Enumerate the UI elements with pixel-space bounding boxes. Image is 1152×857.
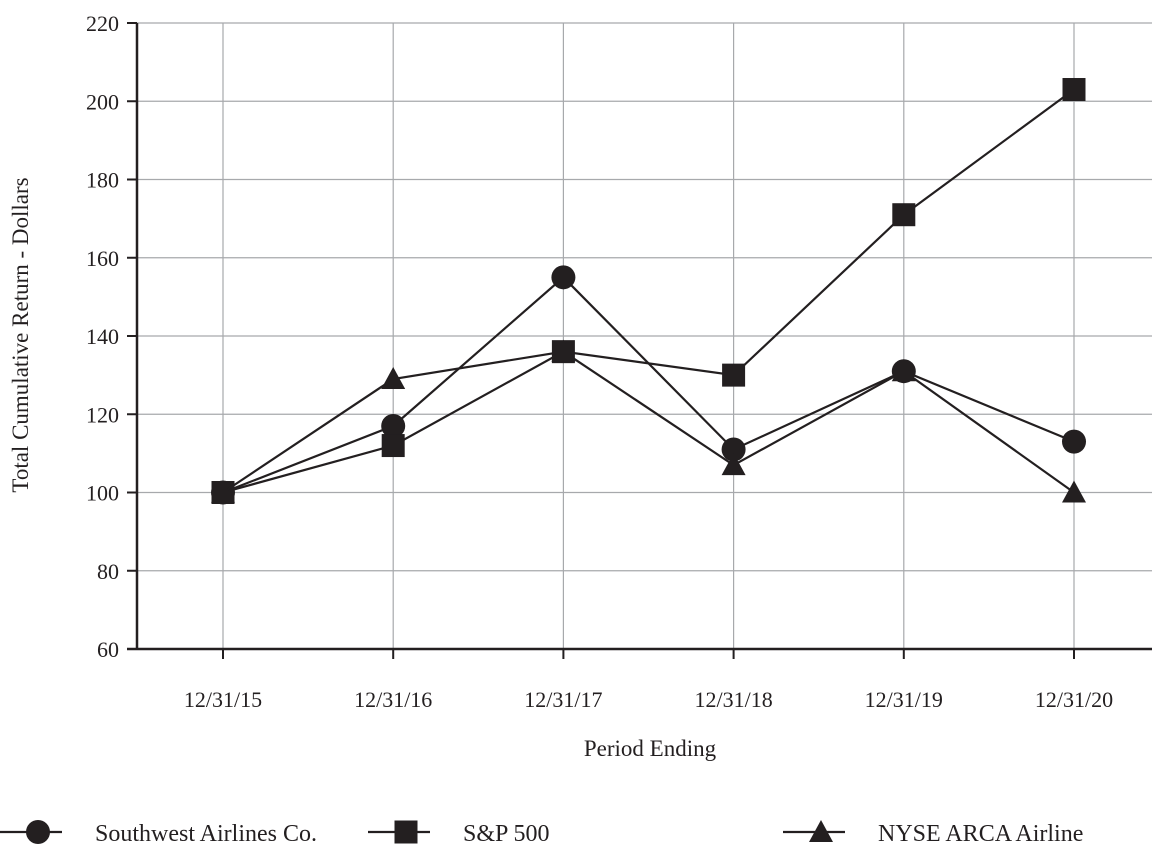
x-tick-label: 12/31/18 [694,687,772,712]
legend-square-marker [394,820,418,844]
circle-point [551,265,576,290]
y-tick-label: 180 [86,168,119,193]
x-tick-label: 12/31/16 [354,687,432,712]
y-tick-label: 140 [86,324,119,349]
triangle-point [1062,480,1086,503]
legend-label: NYSE ARCA Airline [878,821,1083,847]
triangle-point [551,339,576,362]
y-tick-label: 160 [86,246,119,271]
legend-item: Southwest Airlines Co. [0,820,317,847]
legend-label: S&P 500 [463,821,549,847]
x-tick-label: 12/31/19 [865,687,943,712]
y-tick-label: 80 [97,559,119,584]
series-line [222,350,1075,494]
triangle-point [721,453,746,476]
square-point [1062,78,1086,102]
legend-item: S&P 500 [368,820,549,847]
y-tick-label: 100 [86,481,119,506]
series-triangle [211,339,1086,503]
triangle-point [891,359,916,382]
axes [127,22,1152,659]
circle-point [1062,429,1086,454]
x-tick-label: 12/31/15 [184,687,262,712]
x-axis-title: Period Ending [584,736,717,761]
x-tick-label: 12/31/17 [524,687,602,712]
legend-label: Southwest Airlines Co. [95,821,317,847]
circle-point [721,437,746,462]
y-tick-label: 200 [86,89,119,114]
y-axis-title: Total Cumulative Return - Dollars [8,177,33,492]
legend-item: NYSE ARCA Airline [783,820,1083,847]
square-point [381,434,405,458]
triangle-point [381,367,406,390]
y-tick-labels: 60 80 100 120 140 160 180 200 220 [86,11,119,662]
x-tick-label: 12/31/20 [1035,687,1113,712]
circle-point [381,413,406,438]
y-tick-label: 120 [86,402,119,427]
series-square [211,78,1086,504]
y-tick-label: 60 [97,637,119,662]
square-point [892,203,916,227]
series-line [222,88,1075,494]
legend: Southwest Airlines Co. S&P 500 NYSE ARCA A… [0,820,1083,847]
series-circle [211,265,1086,505]
legend-triangle-marker [809,820,833,842]
triangle-point [211,480,235,503]
x-tick-labels: 12/31/15 12/31/16 12/31/17 12/31/18 12/31/19… [184,687,1113,712]
legend-circle-marker [26,820,50,844]
series-lines [211,78,1086,505]
grid-lines [137,22,1152,650]
y-tick-label: 220 [86,11,119,36]
series-line [222,275,1075,494]
square-point [722,363,746,387]
